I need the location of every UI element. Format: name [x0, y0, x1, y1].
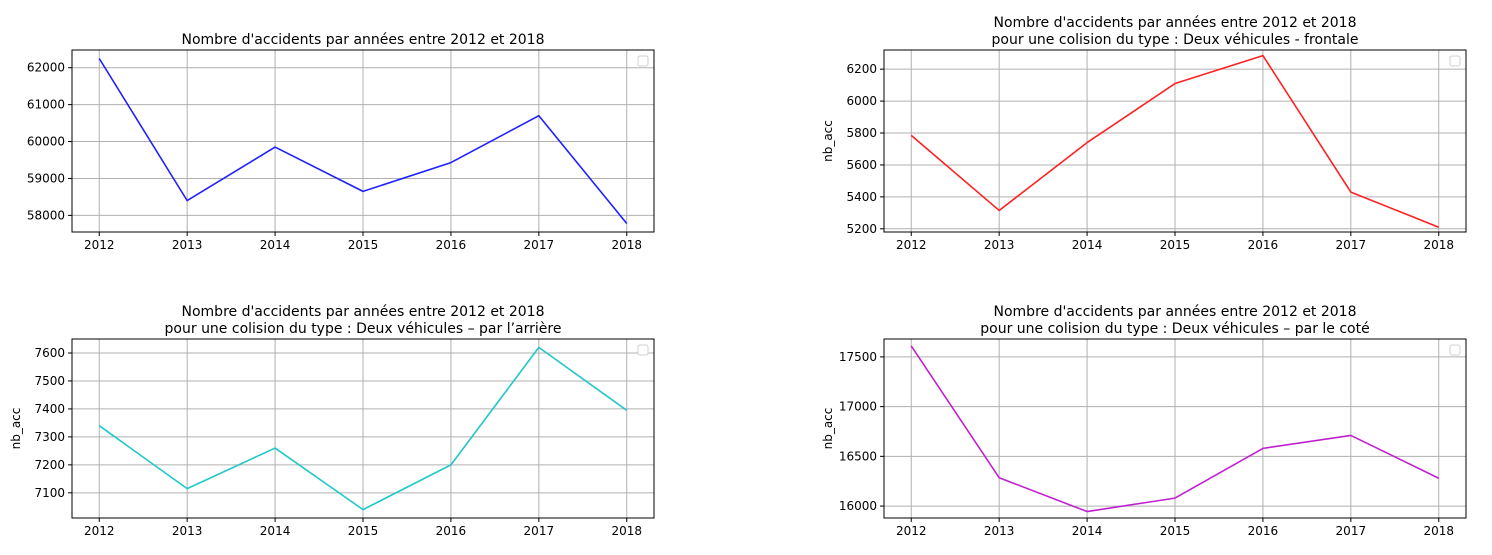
chart-title: Nombre d'accidents par années entre 2012… [182, 32, 545, 48]
chart-2: 2012 2013 2014 2015 2016 2017 2018 5200 5400 5600… [821, 15, 1467, 252]
legend-box [1449, 344, 1461, 356]
x-tick-label: 2015 [1160, 524, 1191, 538]
y-tick-label: 7200 [34, 458, 65, 472]
y-axis-label: nb_acc [9, 408, 23, 450]
x-tick-label: 2017 [1336, 238, 1367, 252]
x-tick-label: 2012 [896, 524, 927, 538]
y-tick-label: 58000 [27, 208, 65, 222]
series-line [98, 346, 628, 511]
x-tick-label: 2015 [348, 238, 379, 252]
x-tick-label: 2013 [984, 238, 1015, 252]
chart-title: pour une colision du type : Deux véhicul… [980, 321, 1369, 337]
y-tick-label: 5600 [846, 158, 877, 172]
x-tick-label: 2015 [348, 524, 379, 538]
x-tick-label: 2017 [524, 524, 555, 538]
y-tick-label: 7100 [34, 486, 65, 500]
x-tick-label: 2014 [260, 524, 291, 538]
x-tick-label: 2017 [1336, 524, 1367, 538]
chart-title: pour une colision du type : Deux véhicul… [992, 32, 1359, 48]
x-tick-label: 2016 [1248, 238, 1279, 252]
x-tick-label: 2018 [1423, 238, 1454, 252]
y-tick-label: 7600 [34, 346, 65, 360]
x-tick-label: 2013 [172, 524, 203, 538]
chart-4: 2012 2013 2014 2015 2016 2017 2018 16000 16500 17… [821, 304, 1467, 538]
x-tick-label: 2018 [611, 238, 642, 252]
series-line [910, 54, 1440, 228]
y-tick-label: 5800 [846, 126, 877, 140]
chart-title: pour une colision du type : Deux véhicul… [165, 321, 562, 337]
x-tick-label: 2013 [984, 524, 1015, 538]
y-tick-label: 7500 [34, 374, 65, 388]
series-line [98, 58, 628, 225]
x-tick-label: 2018 [1423, 524, 1454, 538]
x-tick-label: 2014 [260, 238, 291, 252]
y-tick-label: 59000 [27, 171, 65, 185]
x-tick-label: 2014 [1072, 524, 1103, 538]
y-tick-label: 5200 [846, 222, 877, 236]
chart-title: Nombre d'accidents par années entre 2012… [182, 304, 545, 320]
y-tick-label: 60000 [27, 135, 65, 149]
x-tick-label: 2013 [172, 238, 203, 252]
y-tick-label: 17500 [839, 350, 877, 364]
y-tick-label: 5400 [846, 190, 877, 204]
x-tick-label: 2012 [84, 524, 115, 538]
y-tick-label: 17000 [839, 400, 877, 414]
y-axis-label: nb_acc [821, 408, 835, 450]
y-tick-label: 61000 [27, 98, 65, 112]
x-tick-label: 2016 [436, 238, 467, 252]
x-tick-label: 2017 [524, 238, 555, 252]
chart-title: Nombre d'accidents par années entre 2012… [994, 15, 1357, 31]
x-tick-label: 2014 [1072, 238, 1103, 252]
y-tick-label: 7400 [34, 402, 65, 416]
y-tick-label: 62000 [27, 61, 65, 75]
legend-box [1449, 55, 1461, 67]
chart-3: 2012 2013 2014 2015 2016 2017 2018 7100 7200 7300… [9, 304, 655, 538]
x-tick-label: 2012 [896, 238, 927, 252]
chart-title: Nombre d'accidents par années entre 2012… [994, 304, 1357, 320]
legend-box [637, 55, 649, 67]
y-tick-label: 7300 [34, 430, 65, 444]
y-tick-label: 16500 [839, 449, 877, 463]
x-tick-label: 2015 [1160, 238, 1191, 252]
x-tick-label: 2018 [611, 524, 642, 538]
legend-box [637, 344, 649, 356]
x-tick-label: 2012 [84, 238, 115, 252]
y-tick-label: 6200 [846, 62, 877, 76]
y-axis-label: nb_acc [821, 120, 835, 162]
y-tick-label: 16000 [839, 499, 877, 513]
chart-1: 2012 2013 2014 2015 2016 2017 2018 58000 59000 60… [27, 32, 655, 252]
x-tick-label: 2016 [1248, 524, 1279, 538]
x-tick-label: 2016 [436, 524, 467, 538]
series-line [910, 345, 1440, 513]
y-tick-label: 6000 [846, 94, 877, 108]
